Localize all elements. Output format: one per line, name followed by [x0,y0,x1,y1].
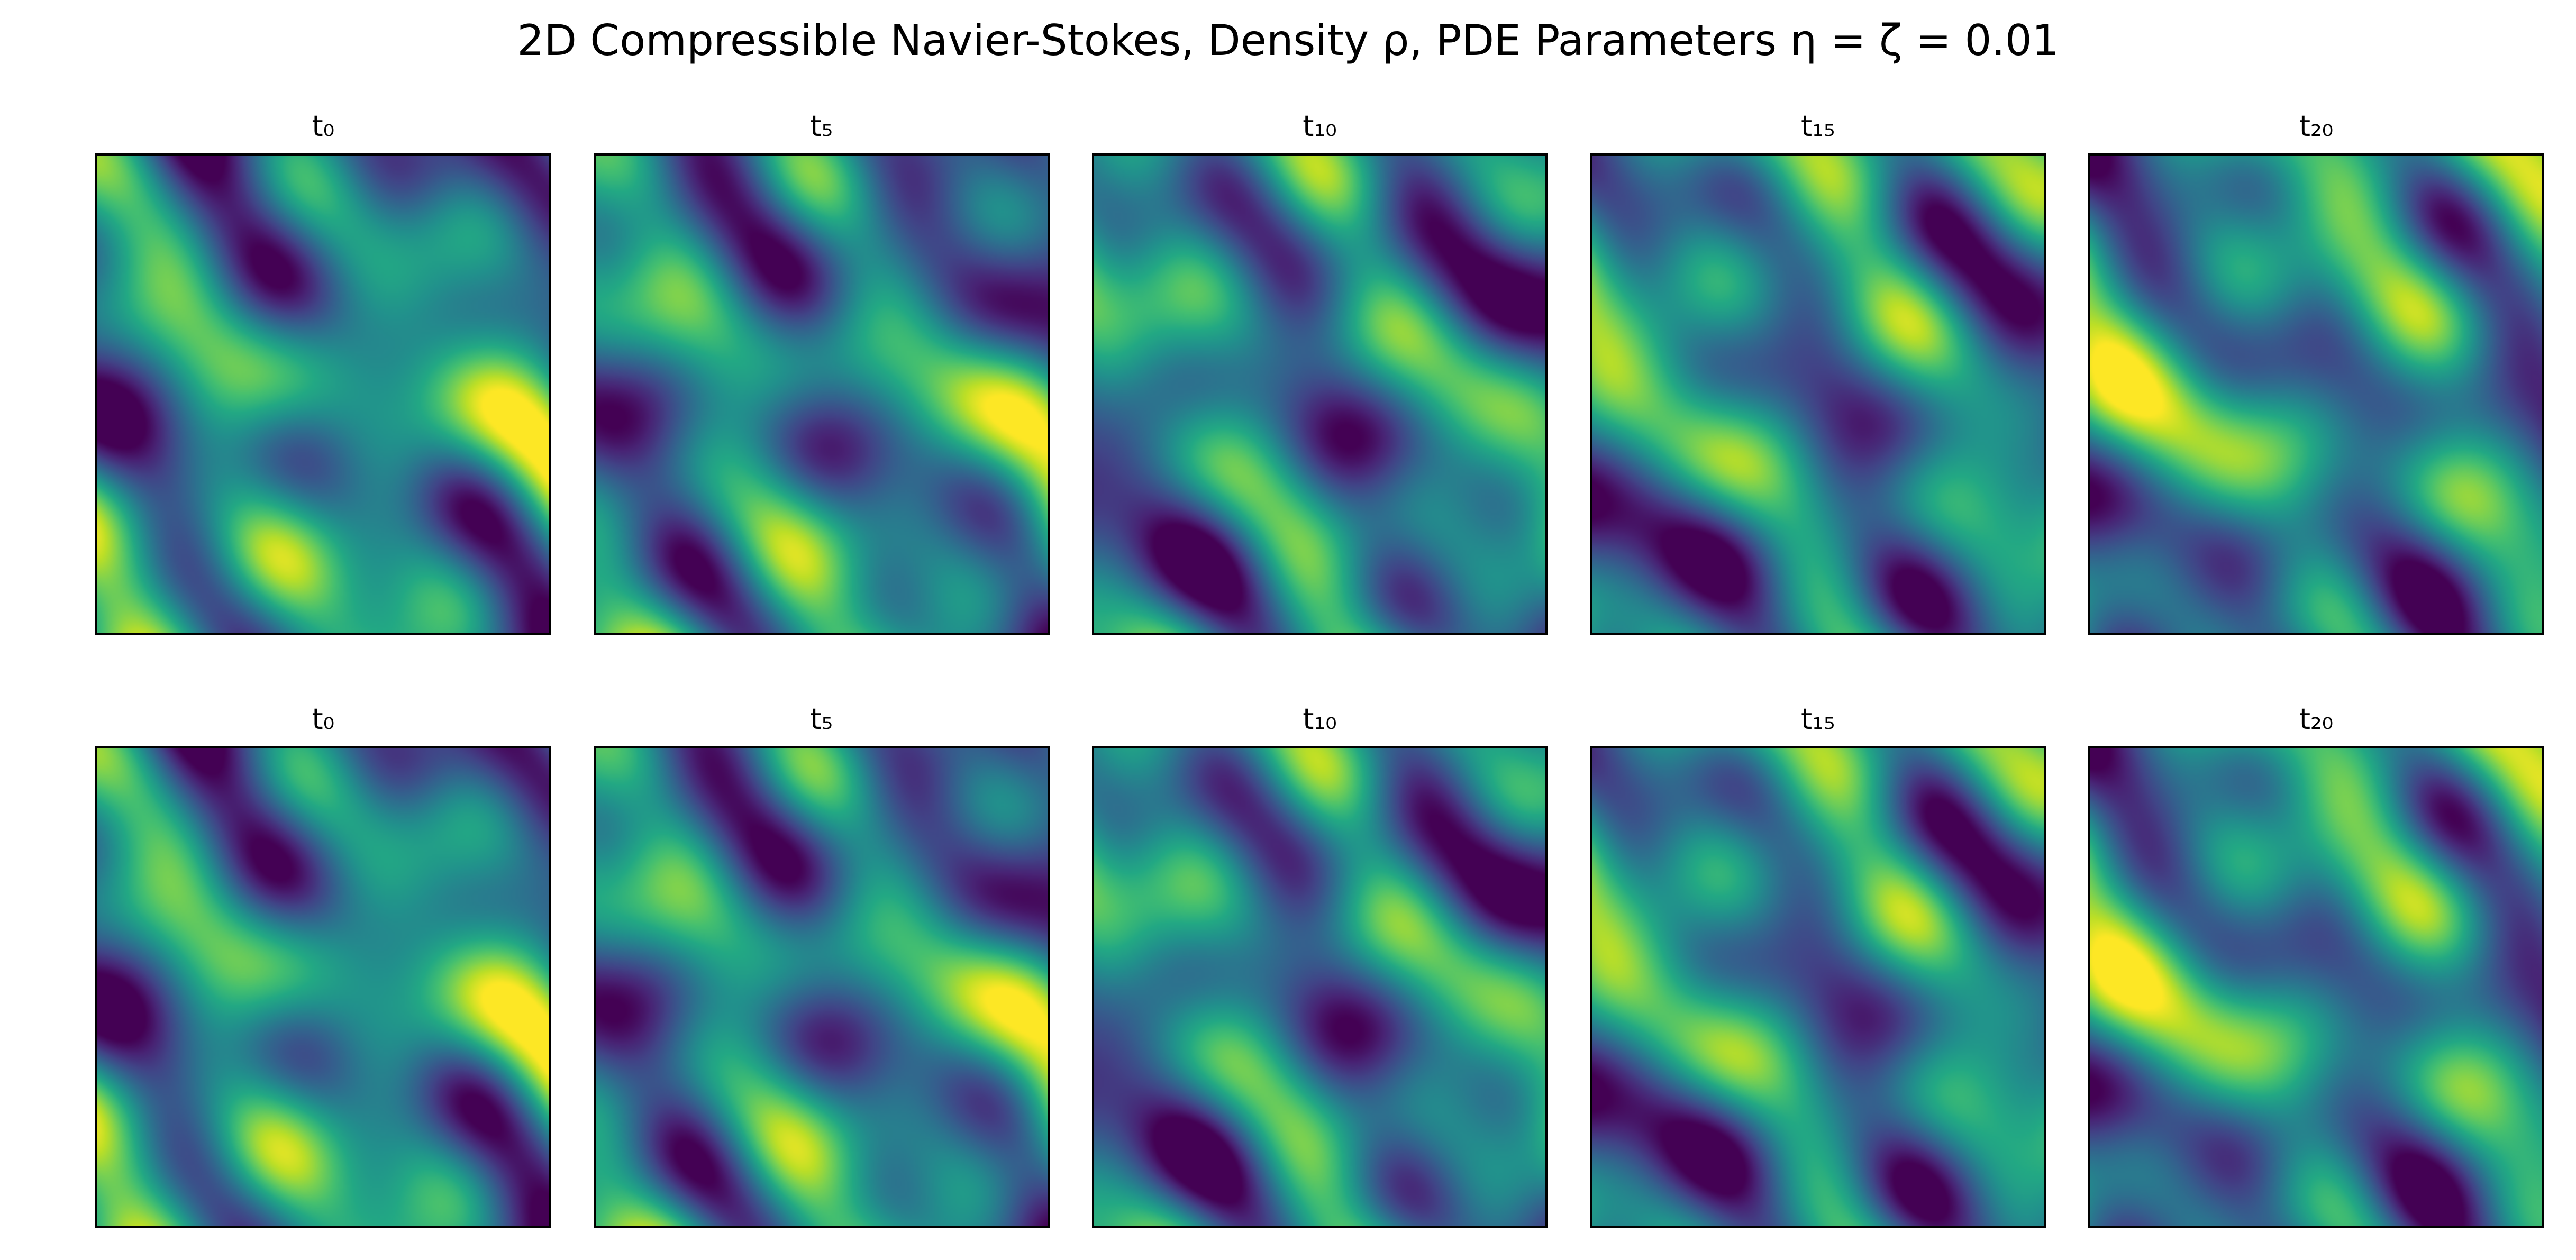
heatmap-pred-t0 [95,746,551,1228]
panel-title: t₂₀ [2299,699,2333,736]
heatmap-canvas [2090,156,2542,633]
panel-pred-t15: t₁₅ [1590,699,2046,1228]
heatmap-pred-t15 [1590,746,2046,1228]
panel-pred-t20: t₂₀ [2088,699,2544,1228]
panel-title: t₀ [312,106,334,143]
heatmap-gt-t0 [95,153,551,635]
heatmap-canvas [1094,748,1546,1226]
panel-pred-t5: t₅ [594,699,1050,1228]
figure: 2D Compressible Navier-Stokes, Density ρ… [0,0,2576,1260]
heatmap-canvas [97,748,549,1226]
panel-title: t₅ [810,699,833,736]
heatmap-canvas [596,748,1048,1226]
panel-title: t₁₀ [1303,106,1336,143]
heatmap-gt-t10 [1092,153,1548,635]
heatmap-gt-t15 [1590,153,2046,635]
heatmap-canvas [1592,748,2044,1226]
row-ground-truth: Ground Truth t₀ t₅ t₁₀ t₁₅ t₂₀ [95,106,2544,635]
panel-pred-t0: t₀ [95,699,551,1228]
panel-title: t₂₀ [2299,106,2333,143]
heatmap-gt-t5 [594,153,1050,635]
panel-title: t₁₀ [1303,699,1336,736]
figure-suptitle: 2D Compressible Navier-Stokes, Density ρ… [0,16,2576,65]
panel-title: t₁₅ [1801,106,1835,143]
panel-grid: Ground Truth t₀ t₅ t₁₀ t₁₅ t₂₀ [95,106,2544,1228]
heatmap-pred-t10 [1092,746,1548,1228]
row-predictions: Predictions t₀ t₅ t₁₀ t₁₅ t₂₀ [95,699,2544,1228]
panel-gt-t0: t₀ [95,106,551,635]
panel-gt-t5: t₅ [594,106,1050,635]
panel-title: t₁₅ [1801,699,1835,736]
panel-title: t₀ [312,699,334,736]
heatmap-canvas [97,156,549,633]
heatmap-canvas [1094,156,1546,633]
heatmap-canvas [1592,156,2044,633]
heatmap-pred-t20 [2088,746,2544,1228]
heatmap-gt-t20 [2088,153,2544,635]
heatmap-canvas [596,156,1048,633]
heatmap-pred-t5 [594,746,1050,1228]
panel-gt-t20: t₂₀ [2088,106,2544,635]
panel-gt-t15: t₁₅ [1590,106,2046,635]
panel-title: t₅ [810,106,833,143]
heatmap-canvas [2090,748,2542,1226]
panel-pred-t10: t₁₀ [1092,699,1548,1228]
panel-gt-t10: t₁₀ [1092,106,1548,635]
